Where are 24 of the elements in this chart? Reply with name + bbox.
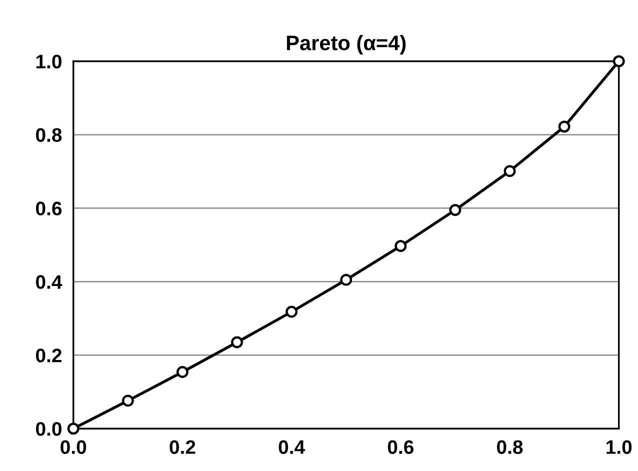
chart-title: Pareto (α=4) bbox=[286, 35, 406, 54]
point bbox=[504, 165, 516, 178]
point bbox=[176, 366, 188, 378]
x-tick-label: 0.2 bbox=[170, 440, 196, 454]
y-tick-label: 1.0 bbox=[36, 54, 62, 68]
x-tick-label: 0.4 bbox=[278, 440, 305, 454]
point bbox=[231, 336, 243, 348]
y-tick-label: 0.2 bbox=[36, 348, 62, 362]
x-tick-label: 0.8 bbox=[497, 440, 523, 454]
x-tick-label: 0.0 bbox=[60, 440, 86, 454]
y-tick-label: 0.4 bbox=[36, 275, 62, 289]
y-tick-label: 0.0 bbox=[36, 422, 62, 436]
point bbox=[612, 55, 625, 68]
point bbox=[67, 422, 80, 435]
point bbox=[558, 120, 570, 133]
x-tick-label: 1.0 bbox=[606, 440, 632, 454]
point bbox=[394, 240, 407, 252]
y-tick-label: 0.8 bbox=[36, 128, 62, 142]
point bbox=[340, 274, 352, 286]
x-tick-label: 0.6 bbox=[388, 440, 414, 454]
point bbox=[449, 204, 462, 216]
point bbox=[122, 394, 134, 407]
y-tick-label: 0.6 bbox=[36, 202, 62, 216]
point bbox=[286, 306, 298, 318]
